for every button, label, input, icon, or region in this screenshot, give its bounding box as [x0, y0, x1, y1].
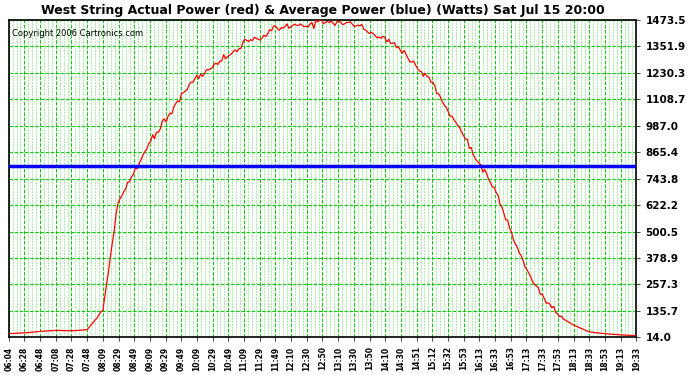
Title: West String Actual Power (red) & Average Power (blue) (Watts) Sat Jul 15 20:00: West String Actual Power (red) & Average… [41, 4, 604, 17]
Text: Copyright 2006 Cartronics.com: Copyright 2006 Cartronics.com [12, 29, 143, 38]
